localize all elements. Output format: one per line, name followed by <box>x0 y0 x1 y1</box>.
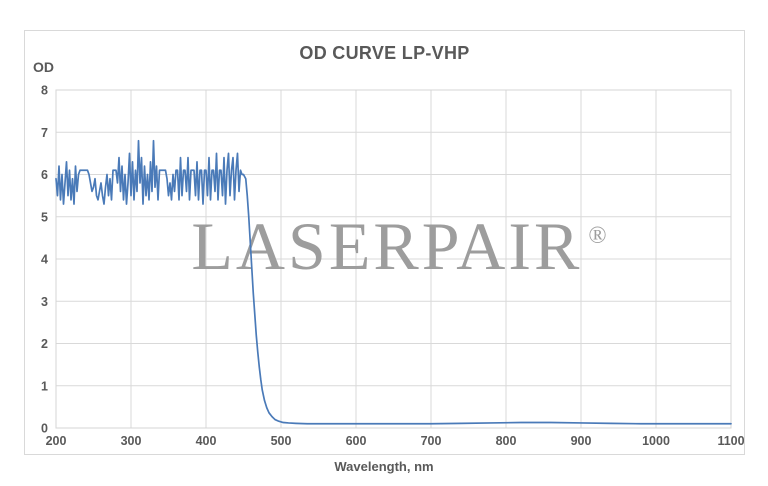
svg-text:7: 7 <box>41 126 48 140</box>
svg-text:1: 1 <box>41 379 48 393</box>
svg-text:900: 900 <box>571 434 592 448</box>
svg-text:5: 5 <box>41 210 48 224</box>
y-axis-title: OD <box>33 59 54 75</box>
svg-text:300: 300 <box>121 434 142 448</box>
svg-text:500: 500 <box>271 434 292 448</box>
svg-text:3: 3 <box>41 295 48 309</box>
svg-text:800: 800 <box>496 434 517 448</box>
svg-text:1100: 1100 <box>717 434 744 448</box>
chart-title: OD CURVE LP-VHP <box>299 43 470 63</box>
svg-text:6: 6 <box>41 168 48 182</box>
x-axis-title: Wavelength, nm <box>334 459 434 474</box>
svg-text:600: 600 <box>346 434 367 448</box>
chart-canvas: LASERPAIR ®200 300 400 500 600 700 800 900 1000 11… <box>41 84 744 449</box>
svg-text:0: 0 <box>41 422 48 436</box>
x-tick-labels: 200 300 400 500 600 700 800 900 1000 1100 <box>46 434 744 448</box>
svg-text:1000: 1000 <box>642 434 670 448</box>
svg-text:200: 200 <box>46 434 67 448</box>
svg-text:8: 8 <box>41 84 48 98</box>
svg-text:400: 400 <box>196 434 217 448</box>
plot-border <box>55 89 732 429</box>
y-tick-labels: 0 1 2 3 4 5 6 7 8 <box>41 84 48 436</box>
svg-text:2: 2 <box>41 337 48 351</box>
svg-text:4: 4 <box>41 253 48 267</box>
watermark-text: LASERPAIR ® <box>191 208 606 284</box>
chart-card: OD CURVE LP-VHP OD LASERPAIR ® 200 300 400 50… <box>24 30 745 455</box>
curve-path <box>55 139 732 425</box>
svg-text:700: 700 <box>421 434 442 448</box>
